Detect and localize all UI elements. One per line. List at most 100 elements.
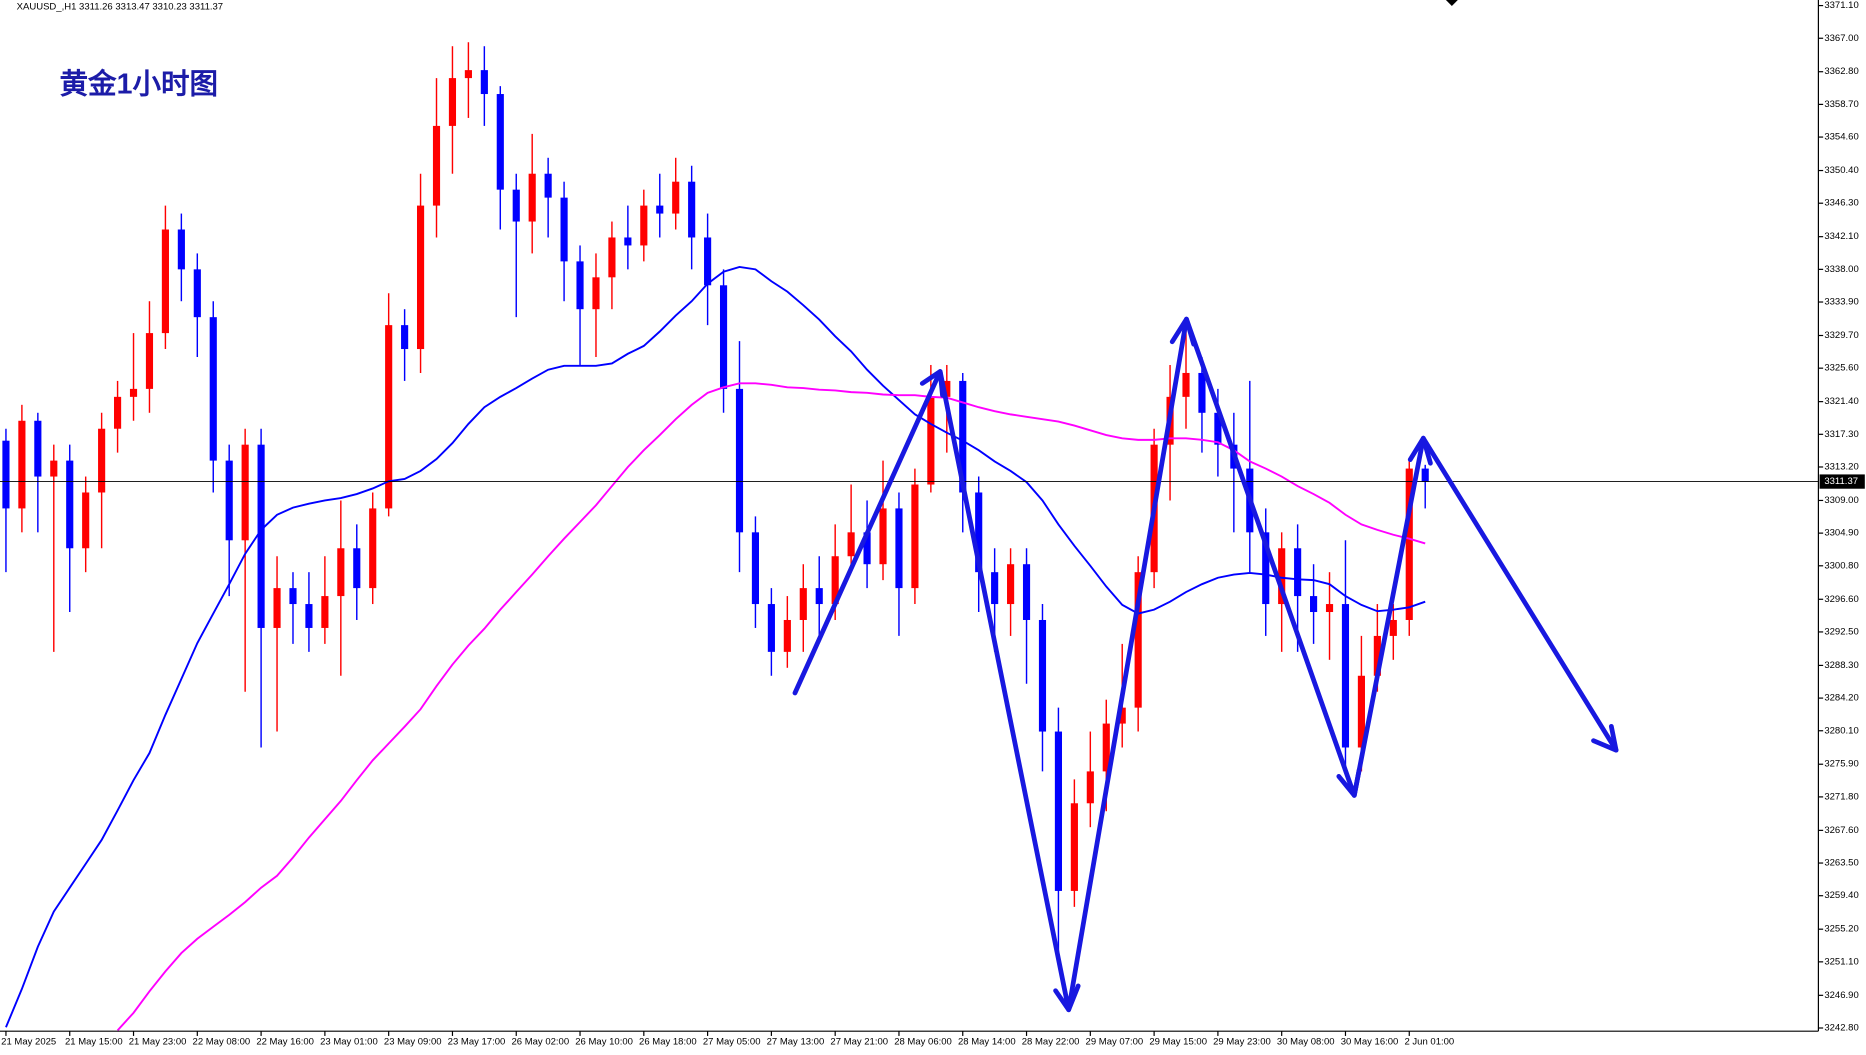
candle-body bbox=[1022, 564, 1031, 620]
y-tick-label: 3251.10 bbox=[1824, 956, 1858, 967]
y-tick-label: 3358.70 bbox=[1824, 99, 1858, 110]
x-tick-label: 26 May 18:00 bbox=[639, 1036, 697, 1047]
y-tick-label: 3313.20 bbox=[1824, 461, 1858, 472]
y-tick-label: 3346.30 bbox=[1824, 198, 1858, 209]
x-tick-label: 29 May 15:00 bbox=[1149, 1036, 1207, 1047]
y-tick-label: 3284.20 bbox=[1824, 693, 1858, 704]
candle-body bbox=[416, 205, 425, 350]
candle-body bbox=[1198, 372, 1206, 413]
x-tick-label: 28 May 22:00 bbox=[1022, 1036, 1080, 1047]
x-tick-label: 23 May 17:00 bbox=[448, 1036, 506, 1047]
candle-body bbox=[225, 460, 233, 541]
x-tick-label: 22 May 16:00 bbox=[256, 1036, 314, 1047]
candle-body bbox=[1341, 604, 1350, 748]
candle-body bbox=[751, 532, 760, 605]
annotation: 黄金1小时图 bbox=[60, 67, 219, 100]
y-tick-label: 3325.60 bbox=[1824, 363, 1858, 374]
candle-body bbox=[496, 94, 504, 190]
candle-body bbox=[1102, 723, 1110, 772]
x-tick-label: 23 May 09:00 bbox=[384, 1036, 442, 1047]
y-tick-label: 3317.30 bbox=[1824, 429, 1858, 440]
y-tick-label: 3367.00 bbox=[1824, 33, 1858, 44]
x-tick-label: 21 May 23:00 bbox=[129, 1036, 187, 1047]
candle-body bbox=[719, 285, 728, 389]
candle-body bbox=[608, 237, 616, 278]
candle-body bbox=[114, 396, 122, 429]
y-tick-label: 3342.10 bbox=[1824, 231, 1858, 242]
candle-body bbox=[767, 604, 775, 652]
candle-body bbox=[50, 460, 58, 477]
candle-body bbox=[991, 572, 999, 605]
trend-arrows bbox=[792, 316, 1619, 1013]
candle-body bbox=[1054, 731, 1063, 891]
y-tick-label: 3321.40 bbox=[1824, 396, 1858, 407]
y-tick-label: 3271.80 bbox=[1824, 791, 1858, 802]
moving-average bbox=[116, 382, 1426, 1031]
y-tick-label: 3292.50 bbox=[1824, 626, 1858, 637]
candle-body bbox=[1038, 619, 1047, 732]
x-tick-label: 27 May 05:00 bbox=[703, 1036, 761, 1047]
candle-body bbox=[1389, 619, 1397, 636]
x-tick-label: 22 May 08:00 bbox=[193, 1036, 251, 1047]
y-tick-label: 3304.90 bbox=[1824, 528, 1858, 539]
price-label-box bbox=[1819, 474, 1865, 489]
y-tick-label: 3362.80 bbox=[1824, 66, 1858, 77]
candle-body bbox=[1278, 548, 1286, 605]
x-tick-label: 26 May 10:00 bbox=[575, 1036, 633, 1047]
candle-body bbox=[704, 237, 712, 286]
candle-body bbox=[464, 70, 472, 79]
candle-body bbox=[672, 181, 680, 214]
arrow-head bbox=[1053, 983, 1081, 1013]
candle-body bbox=[145, 333, 154, 389]
candle-body bbox=[1086, 771, 1094, 804]
arrow-head bbox=[1336, 768, 1362, 798]
candle-body bbox=[1373, 635, 1381, 676]
y-tick-label: 3329.70 bbox=[1824, 330, 1858, 341]
y-tick-label: 3296.60 bbox=[1824, 594, 1858, 605]
candle-body bbox=[576, 261, 584, 310]
candle-body bbox=[177, 229, 185, 270]
candle-body bbox=[1262, 532, 1270, 605]
arrow-head bbox=[919, 369, 945, 398]
y-tick-label: 3242.80 bbox=[1824, 1023, 1858, 1034]
candle-body bbox=[432, 125, 441, 206]
candle-body bbox=[1118, 707, 1126, 724]
candle-body bbox=[895, 508, 903, 589]
candle-body bbox=[656, 205, 664, 214]
candle-body bbox=[1421, 468, 1429, 482]
candle-body bbox=[560, 197, 568, 262]
y-tick-label: 3371.10 bbox=[1824, 0, 1858, 11]
y-tick-label: 3267.60 bbox=[1824, 825, 1858, 836]
candle-body bbox=[448, 78, 457, 126]
candle-body bbox=[1007, 564, 1015, 605]
y-tick-label: 3350.40 bbox=[1824, 165, 1858, 176]
arrow-head bbox=[1169, 316, 1197, 347]
x-tick-label: 30 May 16:00 bbox=[1341, 1036, 1399, 1047]
candle-body bbox=[129, 388, 138, 397]
candle-body bbox=[1214, 412, 1222, 445]
candle-body bbox=[1294, 548, 1302, 597]
candle-body bbox=[1405, 468, 1413, 620]
candle-body bbox=[385, 325, 393, 509]
candle-body bbox=[735, 388, 744, 533]
candle-body bbox=[353, 548, 361, 589]
candle-body bbox=[815, 588, 823, 605]
candle-body bbox=[161, 229, 169, 334]
candle-body bbox=[1134, 572, 1142, 708]
candle-body bbox=[783, 619, 791, 652]
candle-body bbox=[480, 70, 488, 95]
candle-body bbox=[863, 532, 871, 565]
y-tick-label: 3255.20 bbox=[1824, 924, 1858, 935]
candle-body bbox=[273, 588, 281, 628]
candle-body bbox=[512, 189, 520, 222]
y-tick-label: 3259.40 bbox=[1824, 890, 1858, 901]
candle-body bbox=[305, 604, 313, 628]
candle-body bbox=[799, 588, 807, 620]
x-tick-label: 27 May 13:00 bbox=[767, 1036, 825, 1047]
y-tick-label: 3263.50 bbox=[1824, 858, 1858, 869]
y-tick-label: 3354.60 bbox=[1824, 132, 1858, 143]
x-tick-label: 29 May 07:00 bbox=[1086, 1036, 1144, 1047]
candle-body bbox=[401, 325, 409, 350]
